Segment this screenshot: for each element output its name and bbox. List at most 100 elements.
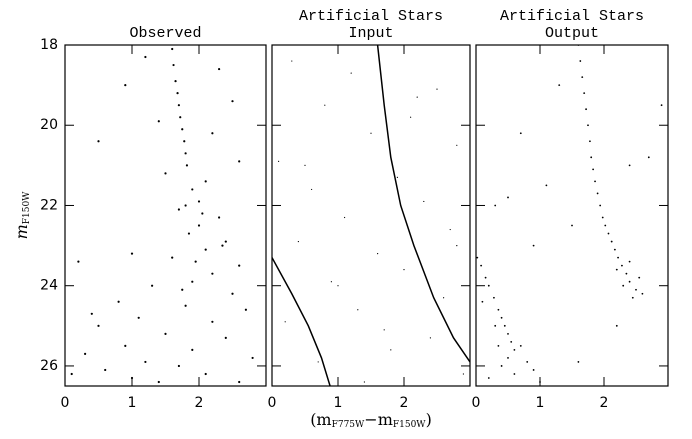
panel-frame [64,44,267,387]
panel-title: Artificial Stars [500,8,644,25]
star [497,344,500,347]
star [191,280,194,283]
star [104,368,107,372]
star [383,329,385,331]
star [429,337,431,339]
star [585,108,587,111]
star [204,248,207,251]
panel-title: Artificial Stars [299,8,443,25]
x-tick-label: 1 [334,395,343,411]
panel-frame [271,44,471,387]
panel [70,47,254,384]
star [304,164,306,166]
star [197,224,201,227]
star [476,256,479,259]
star [449,228,451,231]
star [558,84,561,87]
star [607,232,610,235]
star [324,104,326,106]
star [172,63,175,67]
star [484,276,487,279]
star [218,67,221,71]
star [487,284,490,287]
star [238,160,241,163]
star [201,212,204,215]
y-axis-label: mF150W [12,191,32,240]
x-tick-label: 0 [268,395,277,411]
star [519,132,522,135]
star [581,76,584,78]
star [181,128,184,131]
star [344,216,346,219]
star [507,196,509,199]
panel-title: Input [348,25,393,42]
star [513,373,516,375]
star [503,324,506,327]
star [494,204,497,207]
star [197,200,201,203]
star [181,288,184,291]
star [500,365,503,367]
star [238,264,241,267]
star [462,373,464,375]
star [596,192,599,195]
star [635,288,637,291]
star [311,188,313,191]
star [590,156,593,159]
star [211,272,214,275]
star [456,244,458,247]
star [510,340,513,343]
star [507,332,509,335]
star [97,324,100,327]
star [622,284,625,287]
x-axis-label-main: (m [310,410,331,429]
star [507,357,509,359]
star [396,176,398,178]
star [403,269,405,271]
star [481,300,484,303]
star [179,116,182,119]
star [587,124,589,127]
star [244,308,247,311]
star [297,240,299,243]
star [184,204,187,207]
star [363,381,365,383]
x-tick-label: 2 [195,395,204,411]
star [594,180,596,183]
x-tick-label: 0 [61,395,70,411]
star [487,377,490,379]
star [191,188,194,191]
star [157,380,160,384]
star [500,316,503,319]
star [571,224,573,227]
panel-title: Observed [129,25,201,42]
star [231,292,234,295]
star [621,264,623,267]
star [532,244,535,247]
star [615,268,618,271]
star [174,80,177,83]
star [151,284,154,287]
star [238,380,241,384]
star [628,260,631,263]
panel [476,45,663,383]
star [377,253,379,255]
star [647,156,650,159]
star [513,348,516,351]
star [176,92,179,95]
star [171,47,174,51]
star [130,252,134,255]
star [601,216,604,219]
star [519,344,522,347]
star [284,321,286,323]
isochrone [376,45,470,363]
star [660,104,663,107]
x-tick-label: 2 [600,395,609,411]
star [84,352,87,356]
y-tick-label: 18 [40,37,58,53]
star [631,296,634,299]
star [456,144,458,146]
star [231,100,234,103]
panel [272,45,470,386]
